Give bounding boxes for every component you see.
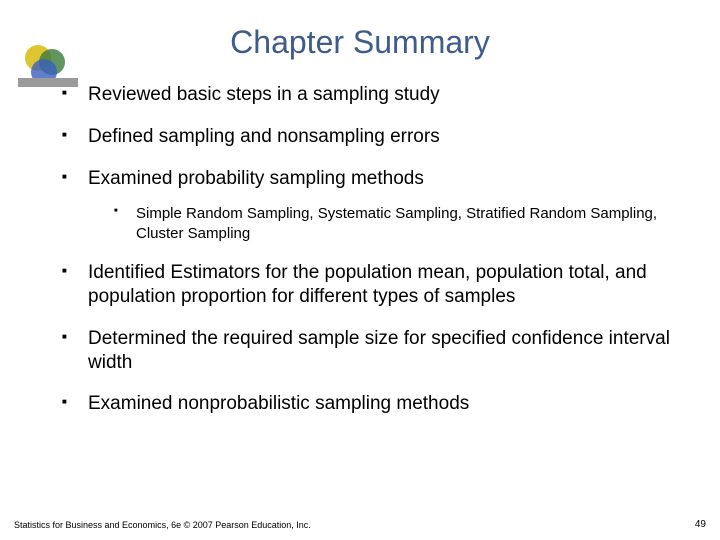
footer-text: Statistics for Business and Economics, 6…	[14, 520, 311, 530]
slide-title: Chapter Summary	[0, 0, 720, 83]
list-item: Reviewed basic steps in a sampling study	[62, 83, 690, 107]
bullet-list: Reviewed basic steps in a sampling study…	[62, 83, 690, 416]
list-item: Examined nonprobabilistic sampling metho…	[62, 392, 690, 416]
list-item-text: Identified Estimators for the population…	[88, 262, 647, 307]
list-item: Defined sampling and nonsampling errors	[62, 125, 690, 149]
sub-list-item-text: Simple Random Sampling, Systematic Sampl…	[136, 205, 657, 242]
list-item-text: Examined nonprobabilistic sampling metho…	[88, 393, 469, 414]
list-item-text: Reviewed basic steps in a sampling study	[88, 84, 440, 105]
list-item: Identified Estimators for the population…	[62, 261, 690, 309]
page-number: 49	[695, 519, 706, 530]
sub-bullet-list: Simple Random Sampling, Systematic Sampl…	[114, 204, 690, 243]
list-item-text: Defined sampling and nonsampling errors	[88, 126, 440, 147]
sub-list-item: Simple Random Sampling, Systematic Sampl…	[114, 204, 690, 243]
list-item-text: Determined the required sample size for …	[88, 328, 670, 373]
list-item: Examined probability sampling methods Si…	[62, 167, 690, 244]
list-item-text: Examined probability sampling methods	[88, 168, 424, 189]
slide-body: Reviewed basic steps in a sampling study…	[0, 83, 720, 416]
list-item: Determined the required sample size for …	[62, 327, 690, 375]
